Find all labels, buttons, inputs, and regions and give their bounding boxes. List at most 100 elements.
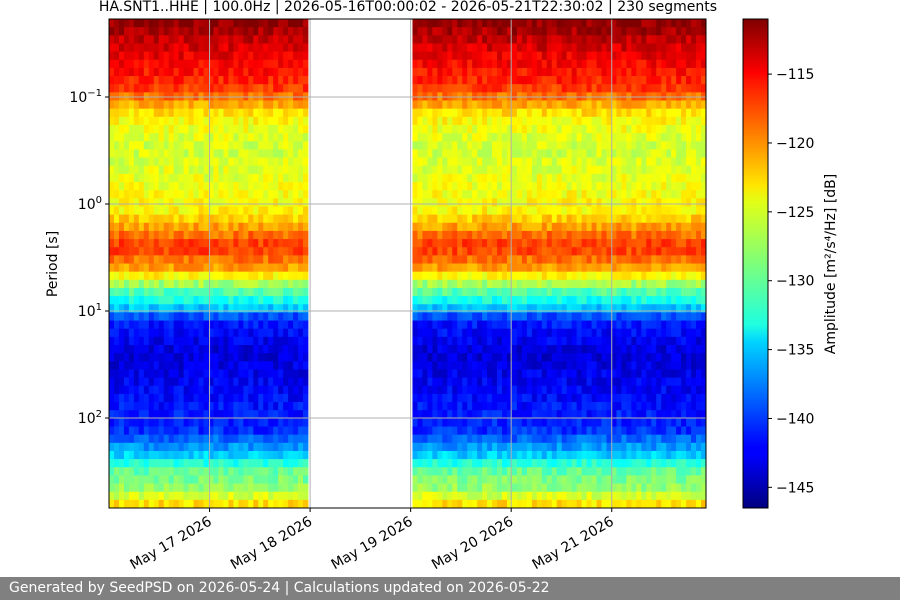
heatmap-cell [178,328,185,338]
heatmap-cell [472,402,478,411]
heatmap-cell [492,393,498,403]
heatmap-cell [278,255,284,264]
heatmap-cell [467,255,473,264]
heatmap-cell [571,27,578,36]
heatmap-cell [591,255,597,264]
heatmap-cell [143,287,150,297]
heatmap-cell [616,165,622,175]
heatmap-cell [223,263,229,273]
heatmap-cell [183,410,189,419]
heatmap-cell [477,377,483,387]
heatmap-cell [442,67,448,77]
heatmap-cell [581,320,588,330]
heatmap-cell [502,426,508,436]
heatmap-cell [188,353,194,362]
heatmap-cell [457,483,463,493]
heatmap-cell [128,475,135,484]
heatmap-cell [109,418,115,427]
heatmap-cell [521,336,528,346]
heatmap-cell [427,450,433,460]
heatmap-cell [581,279,588,289]
heatmap-cell [462,385,468,395]
heatmap-cell [477,76,483,85]
heatmap-cell [442,442,448,452]
heatmap-cell [143,76,150,85]
heatmap-cell [118,76,125,85]
heatmap-cell [497,450,503,460]
heatmap-cell [178,483,185,493]
heatmap-cell [497,108,503,118]
heatmap-cell [596,287,602,297]
heatmap-cell [521,450,528,460]
heatmap-cell [113,190,120,199]
heatmap-cell [128,353,135,362]
heatmap-cell [437,296,443,305]
heatmap-cell [123,263,130,273]
heatmap-cell [193,255,199,264]
heatmap-cell [616,410,622,419]
heatmap-cell [536,157,543,167]
heatmap-cell [511,467,518,476]
heatmap-cell [203,206,209,215]
heatmap-cell [507,328,513,338]
heatmap-cell [208,198,214,207]
heatmap-cell [168,459,175,468]
heatmap-cell [228,418,234,427]
heatmap-cell [133,149,140,158]
heatmap-cell [581,84,588,93]
heatmap-cell [526,393,533,403]
heatmap-cell [183,271,189,281]
heatmap-cell [586,320,592,330]
heatmap-cell [586,426,592,436]
heatmap-cell [447,459,453,468]
heatmap-cell [298,442,304,452]
heatmap-cell [536,206,543,215]
heatmap-cell [148,247,155,256]
heatmap-cell [143,450,150,460]
heatmap-cell [521,214,528,224]
heatmap-cell [223,279,229,289]
heatmap-cell [163,173,170,183]
heatmap-cell [521,84,528,93]
heatmap-cell [298,459,304,468]
heatmap-cell [457,353,463,362]
heatmap-cell [148,100,155,110]
heatmap-cell [278,239,284,248]
heatmap-cell [591,410,597,419]
heatmap-cell [626,51,632,61]
heatmap-cell [273,369,279,378]
heatmap-cell [163,182,170,191]
heatmap-cell [516,483,523,493]
heatmap-cell [507,393,513,403]
heatmap-cell [178,133,185,142]
heatmap-cell [173,230,180,240]
heatmap-cell [253,426,259,436]
heatmap-cell [472,279,478,289]
heatmap-cell [521,51,528,61]
heatmap-cell [243,328,249,338]
heatmap-cell [511,312,518,321]
heatmap-cell [138,190,145,199]
heatmap-cell [213,67,219,77]
heatmap-cell [163,393,170,403]
heatmap-cell [457,27,463,36]
heatmap-cell [502,108,508,118]
heatmap-cell [243,149,249,158]
heatmap-cell [526,59,533,69]
heatmap-cell [536,59,543,69]
heatmap-cell [502,76,508,85]
heatmap-cell [472,35,478,44]
heatmap-cell [168,450,175,460]
heatmap-cell [502,198,508,207]
heatmap-cell [412,230,418,240]
heatmap-cell [432,287,438,297]
heatmap-cell [442,499,448,509]
heatmap-cell [457,287,463,297]
heatmap-cell [452,19,458,28]
heatmap-cell [288,410,294,419]
heatmap-cell [248,67,254,77]
heatmap-cell [163,450,170,460]
heatmap-cell [447,369,453,378]
heatmap-cell [253,450,259,460]
heatmap-cell [546,157,553,167]
